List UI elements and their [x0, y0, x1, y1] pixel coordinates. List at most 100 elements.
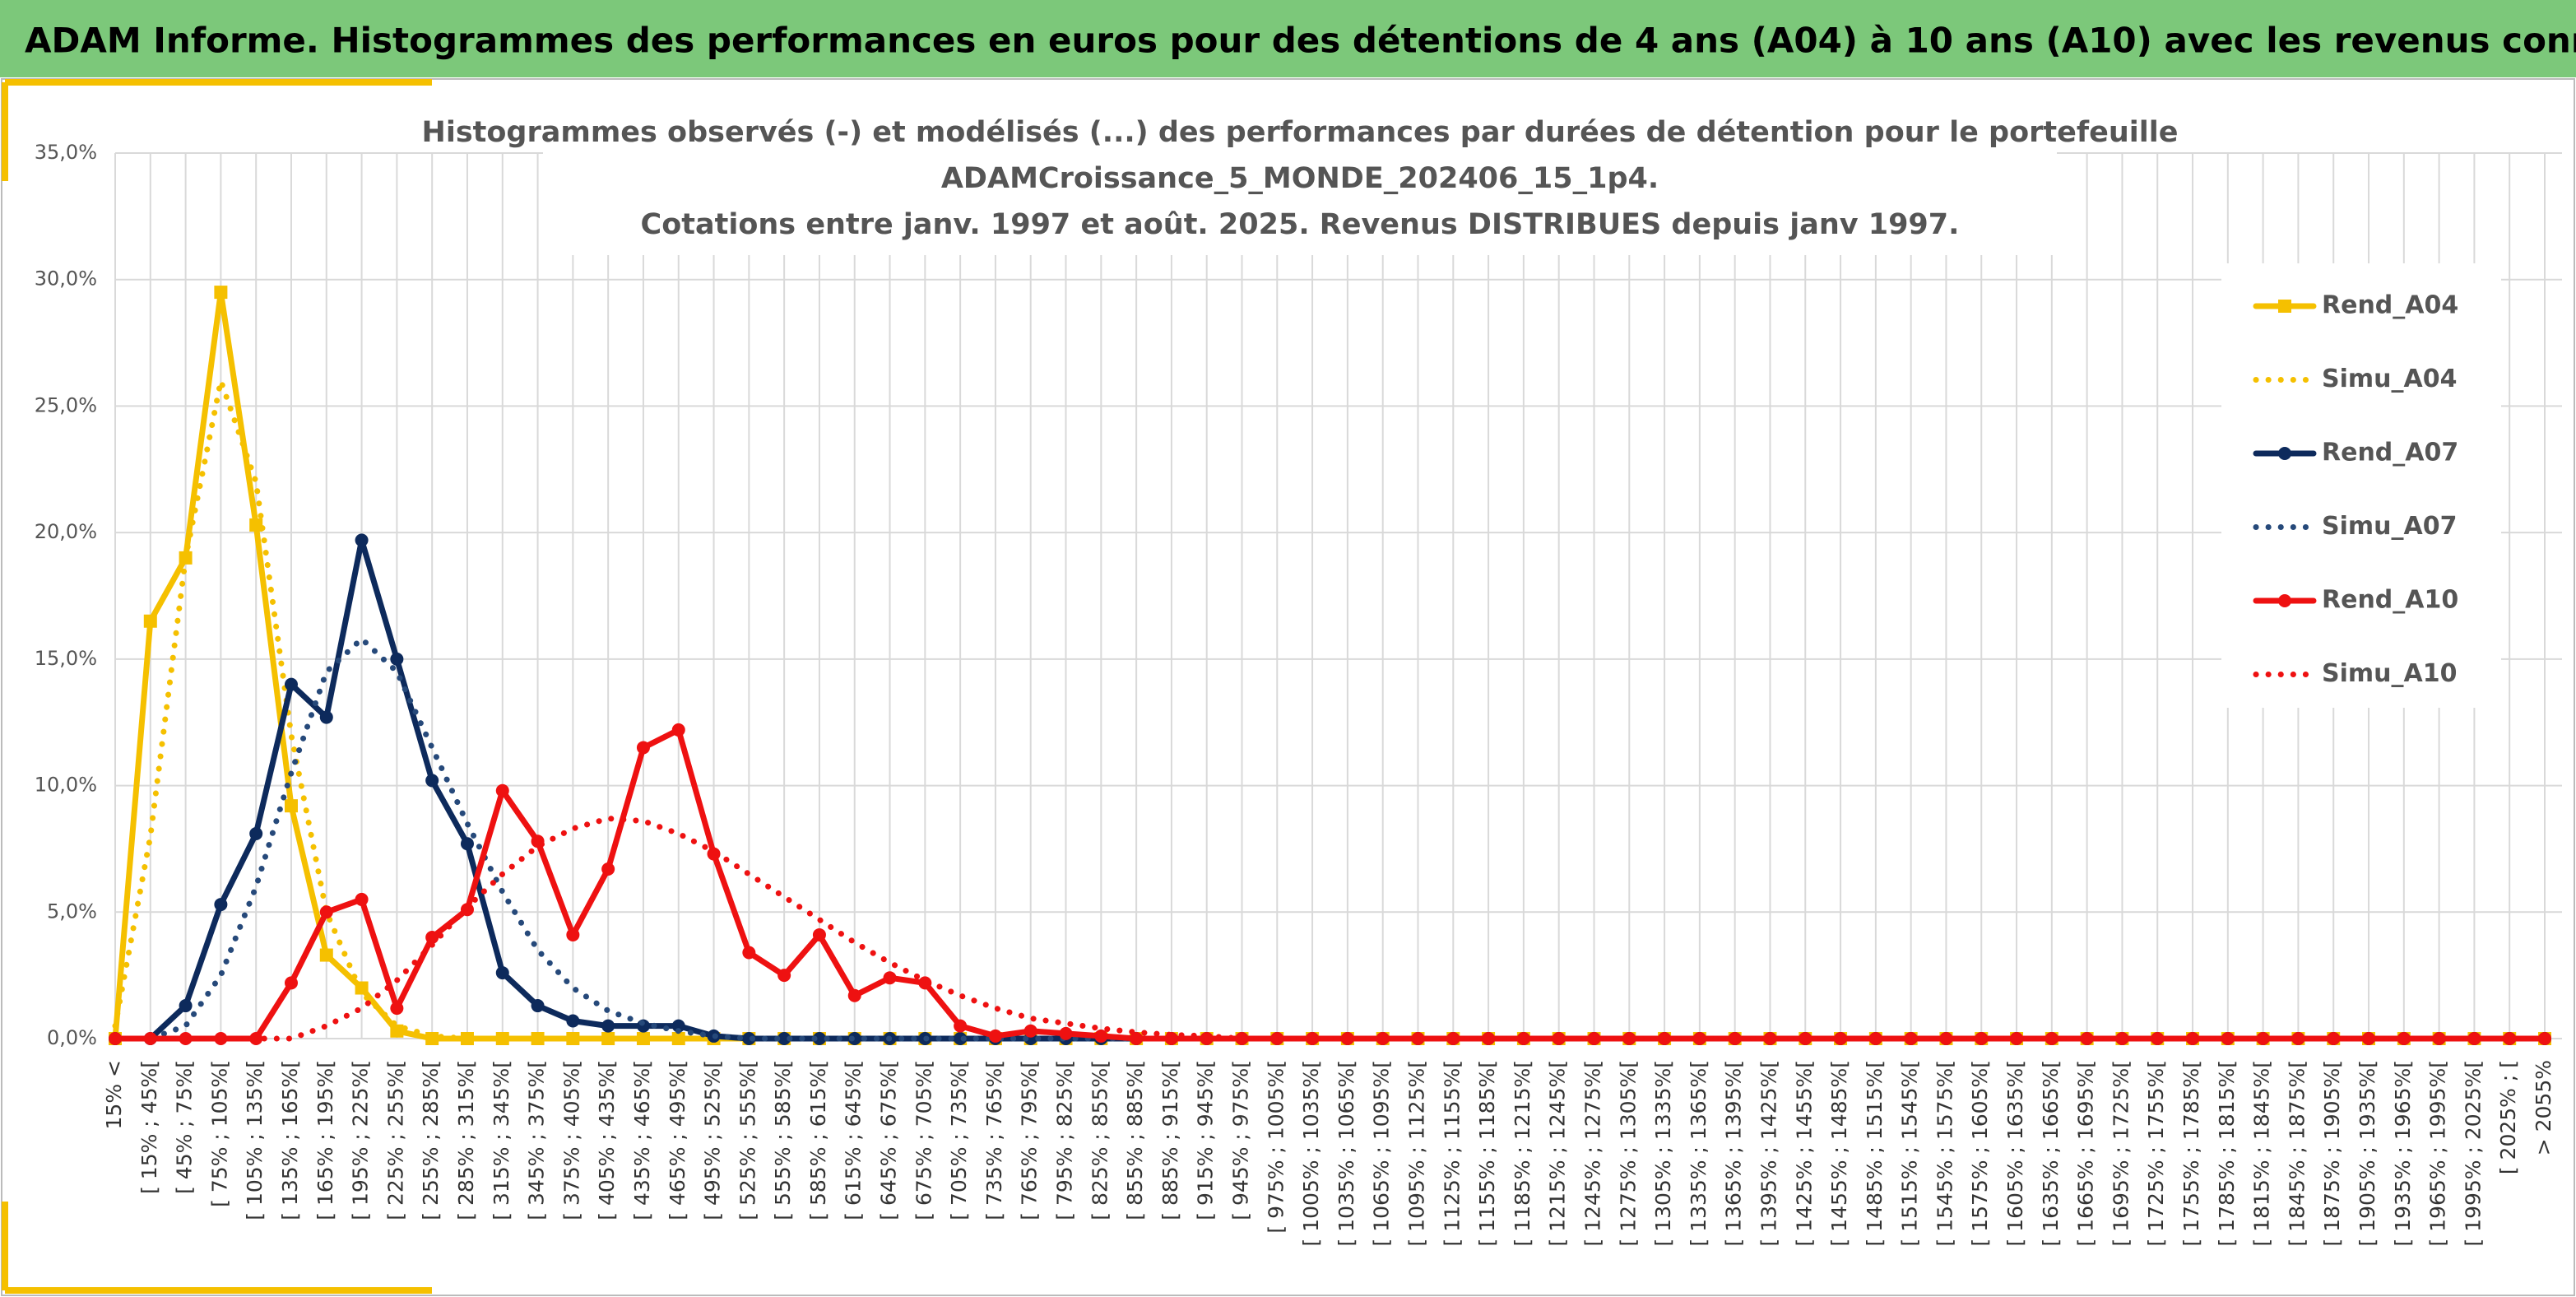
- marker: [425, 931, 439, 945]
- marker: [179, 999, 193, 1013]
- marker: [425, 774, 439, 788]
- marker: [143, 614, 157, 628]
- banner-bg: [0, 0, 2576, 77]
- x-tick-label: [ 1035% ; 1065%[: [1334, 1060, 1358, 1247]
- x-tick-label: [ 1125% ; 1155%[: [1440, 1060, 1464, 1247]
- x-tick-label: [ 825% ; 855%[: [1088, 1060, 1112, 1220]
- legend-label: Rend_A04: [2322, 291, 2458, 320]
- marker: [495, 966, 509, 980]
- marker: [1763, 1032, 1777, 1045]
- x-tick-label: [ 375% ; 405%[: [559, 1060, 583, 1220]
- marker: [954, 1019, 968, 1033]
- x-tick-label: [ 195% ; 225%[: [349, 1060, 373, 1220]
- y-tick-label: 30,0%: [35, 267, 97, 291]
- marker: [1023, 1024, 1037, 1038]
- title-bg: [543, 107, 2057, 255]
- marker: [495, 783, 509, 797]
- x-tick-label: [ 645% ; 675%[: [877, 1060, 901, 1220]
- chart-frame: [1, 78, 2575, 1296]
- marker: [2115, 1032, 2129, 1045]
- legend-marker: [2278, 300, 2291, 313]
- x-tick-label: [ 1185% ; 1215%[: [1511, 1060, 1534, 1247]
- marker: [355, 892, 369, 906]
- x-tick-label: [ 915% ; 945%[: [1194, 1060, 1218, 1220]
- marker: [1340, 1032, 1354, 1045]
- x-tick-label: [ 1065% ; 1095%[: [1370, 1060, 1394, 1247]
- x-tick-label: [ 1785% ; 1815%[: [2215, 1060, 2239, 1247]
- marker: [566, 1032, 580, 1045]
- x-tick-label: [ 1635% ; 1665%[: [2039, 1060, 2063, 1247]
- marker: [214, 1032, 228, 1045]
- marker: [1130, 1032, 1144, 1045]
- marker: [2186, 1032, 2200, 1045]
- marker: [2327, 1032, 2341, 1045]
- marker: [636, 741, 650, 755]
- x-tick-label: [ 465% ; 495%[: [666, 1060, 689, 1220]
- marker: [390, 1024, 404, 1038]
- marker: [355, 533, 369, 547]
- marker: [319, 905, 333, 919]
- marker: [601, 1019, 615, 1033]
- marker: [1904, 1032, 1918, 1045]
- x-tick-label: [ 1095% ; 1125%[: [1404, 1060, 1428, 1247]
- marker: [2151, 1032, 2165, 1045]
- x-tick-label: [ 1605% ; 1635%[: [2003, 1060, 2027, 1247]
- marker: [249, 518, 263, 532]
- x-tick-label: [ 135% ; 165%[: [278, 1060, 302, 1220]
- x-tick-label: [ 705% ; 735%[: [947, 1060, 971, 1220]
- legend-label: Simu_A10: [2322, 659, 2457, 688]
- x-tick-label: [ 1905% ; 1935%[: [2356, 1060, 2379, 1247]
- marker: [742, 1032, 756, 1045]
- chart-title: ADAMCroissance_5_MONDE_202406_15_1p4.: [941, 162, 1659, 195]
- x-tick-label: [ 1155% ; 1185%[: [1475, 1060, 1499, 1247]
- marker: [1094, 1029, 1108, 1043]
- x-tick-label: [ 855% ; 885%[: [1123, 1060, 1147, 1220]
- x-tick-label: [ 1575% ; 1605%[: [1968, 1060, 1992, 1247]
- legend-label: Rend_A07: [2322, 439, 2458, 467]
- x-tick-label: [ 1425% ; 1455%[: [1792, 1060, 1816, 1247]
- marker: [2432, 1032, 2446, 1045]
- x-tick-label: [ 1365% ; 1395%[: [1722, 1060, 1746, 1247]
- marker: [954, 1032, 968, 1045]
- marker: [777, 969, 791, 983]
- x-tick-label: [ 1935% ; 1965%[: [2391, 1060, 2415, 1247]
- y-tick-label: 0,0%: [47, 1026, 97, 1049]
- marker: [1059, 1026, 1073, 1040]
- marker: [812, 1032, 826, 1045]
- x-tick-label: [ 1455% ; 1485%[: [1827, 1060, 1851, 1247]
- x-tick-label: [ 1845% ; 1875%[: [2285, 1060, 2309, 1247]
- marker: [566, 1014, 580, 1028]
- x-tick-label: [ 1965% ; 1995%[: [2426, 1060, 2450, 1247]
- marker: [531, 999, 545, 1013]
- marker: [214, 898, 228, 912]
- marker: [390, 1002, 404, 1016]
- marker: [847, 988, 861, 1002]
- legend-marker: [2278, 594, 2291, 607]
- x-tick-label: [ 1305% ; 1335%[: [1651, 1060, 1675, 1247]
- x-tick-label: [ 525% ; 555%[: [736, 1060, 759, 1220]
- x-tick-label: [ 105% ; 135%[: [243, 1060, 267, 1220]
- series-layer: [109, 286, 2551, 1045]
- x-tick-label: [ 75% ; 105%[: [207, 1060, 231, 1207]
- marker: [1306, 1032, 1320, 1045]
- x-tick-label: [ 1545% ; 1575%[: [1933, 1060, 1956, 1247]
- marker: [812, 927, 826, 941]
- marker: [742, 946, 756, 960]
- chart-title: Histogrammes observés (-) et modélisés (…: [422, 116, 2179, 149]
- x-tick-label: [ 165% ; 195%[: [313, 1060, 337, 1220]
- x-tick-label: [ 315% ; 345%[: [490, 1060, 513, 1220]
- x-tick-label: [ 435% ; 465%[: [630, 1060, 654, 1220]
- x-tick-label: [ 735% ; 765%[: [982, 1060, 1006, 1220]
- x-tick-label: [ 615% ; 645%[: [842, 1060, 866, 1220]
- marker: [1482, 1032, 1496, 1045]
- marker: [284, 976, 298, 990]
- marker: [319, 710, 333, 724]
- x-tick-label: [ 1815% ; 1845%[: [2250, 1060, 2274, 1247]
- x-tick-label: [ 1515% ; 1545%[: [1898, 1060, 1922, 1247]
- y-tick-label: 15,0%: [35, 647, 97, 670]
- marker: [2538, 1032, 2551, 1045]
- x-tick-label: [ 15% ; 45%[: [137, 1060, 161, 1194]
- series-line: [112, 816, 2548, 1042]
